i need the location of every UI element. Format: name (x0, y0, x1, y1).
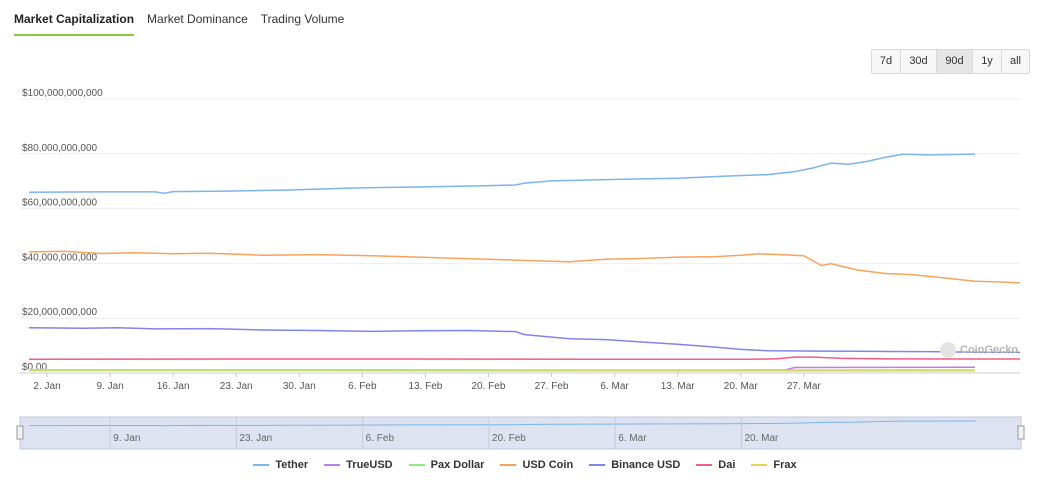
legend-swatch (751, 464, 768, 466)
legend-item-frax[interactable]: Frax (751, 459, 797, 471)
tab-market-capitalization[interactable]: Market Capitalization (14, 0, 135, 36)
chart-series (28, 153, 1021, 372)
series-line-usd-coin (28, 250, 1021, 284)
x-tick-label: 13. Feb (408, 381, 442, 392)
tab-market-dominance[interactable]: Market Dominance (147, 12, 248, 26)
range-7d-button[interactable]: 7d (872, 50, 901, 73)
x-tick-label: 9. Jan (96, 381, 123, 392)
series-line-tether (28, 153, 976, 195)
x-tick-label: 20. Mar (724, 381, 759, 392)
legend-label: Tether (275, 459, 309, 471)
x-tick-label: 6. Mar (600, 381, 629, 392)
navigator-tick-label: 23. Jan (239, 433, 272, 444)
y-tick-label: $40,000,000,000 (22, 252, 98, 263)
legend-item-tether[interactable]: Tether (253, 459, 308, 471)
x-tick-label: 27. Mar (787, 381, 822, 392)
y-axis-labels: $0.00 $20,000,000,000 $40,000,000,000 $60,0… (22, 88, 103, 373)
legend-swatch (589, 464, 606, 466)
navigator-series (28, 420, 976, 427)
range-30d-button[interactable]: 30d (901, 50, 937, 73)
y-tick-label: $60,000,000,000 (22, 198, 98, 209)
legend-label: Pax Dollar (430, 459, 485, 471)
legend-swatch (324, 464, 341, 466)
market-cap-chart: $0.00 $20,000,000,000 $40,000,000,000 $60,0… (16, 88, 1025, 450)
legend-item-pax-dollar[interactable]: Pax Dollar (408, 459, 485, 471)
series-line-binance-usd (28, 327, 1021, 354)
range-1y-button[interactable]: 1y (973, 50, 1002, 73)
x-tick-label: 16. Jan (157, 381, 190, 392)
chart-grid (20, 98, 1020, 374)
series-line-dai (28, 356, 1020, 361)
x-tick-label: 6. Feb (348, 381, 377, 392)
y-tick-label: $100,000,000,000 (22, 88, 103, 99)
legend-item-trueusd[interactable]: TrueUSD (324, 459, 393, 471)
legend-item-dai[interactable]: Dai (696, 459, 735, 471)
x-axis-labels: 2. Jan 9. Jan 16. Jan 23. Jan 30. Jan 6. Feb 1… (33, 373, 821, 392)
range-selector: 7d 30d 90d 1y all (871, 49, 1030, 74)
y-tick-label: $0.00 (22, 362, 47, 373)
navigator-tick-label: 6. Mar (618, 433, 647, 444)
legend-label: USD Coin (522, 459, 574, 471)
x-tick-label: 30. Jan (283, 381, 316, 392)
chart-tabs: Market Capitalization Market Dominance T… (14, 0, 357, 36)
navigator-right-handle[interactable] (1017, 425, 1025, 440)
range-all-button[interactable]: all (1002, 50, 1029, 73)
navigator-left-handle[interactable] (16, 425, 24, 440)
legend-swatch (500, 464, 517, 466)
legend-swatch (253, 464, 270, 466)
x-tick-label: 20. Feb (472, 381, 506, 392)
legend-item-binance-usd[interactable]: Binance USD (589, 459, 680, 471)
tab-trading-volume[interactable]: Trading Volume (260, 12, 345, 26)
legend-swatch (408, 464, 425, 466)
x-tick-label: 2. Jan (33, 381, 60, 392)
legend-label: Dai (718, 459, 736, 471)
coingecko-logo-icon (940, 342, 956, 358)
chart-legend: Tether TrueUSD Pax Dollar USD Coin Binance U… (0, 459, 1050, 471)
legend-label: Frax (773, 459, 797, 471)
x-tick-label: 23. Jan (220, 381, 253, 392)
range-90d-button[interactable]: 90d (937, 50, 973, 73)
watermark-text: CoinGecko (960, 344, 1019, 356)
y-tick-label: $80,000,000,000 (22, 143, 98, 154)
legend-item-usd-coin[interactable]: USD Coin (500, 459, 573, 471)
navigator-tick-label: 20. Feb (492, 433, 526, 444)
legend-swatch (696, 464, 713, 466)
range-navigator[interactable]: 9. Jan 23. Jan 6. Feb 20. Feb 6. Mar 20. Mar (16, 416, 1025, 450)
y-tick-label: $20,000,000,000 (22, 307, 98, 318)
x-tick-label: 13. Mar (661, 381, 696, 392)
navigator-tick-label: 20. Mar (744, 433, 779, 444)
navigator-tick-label: 9. Jan (113, 433, 140, 444)
coingecko-watermark: CoinGecko (940, 342, 1018, 358)
navigator-tick-label: 6. Feb (366, 433, 395, 444)
legend-label: TrueUSD (346, 459, 393, 471)
legend-label: Binance USD (611, 459, 681, 471)
x-tick-label: 27. Feb (535, 381, 569, 392)
